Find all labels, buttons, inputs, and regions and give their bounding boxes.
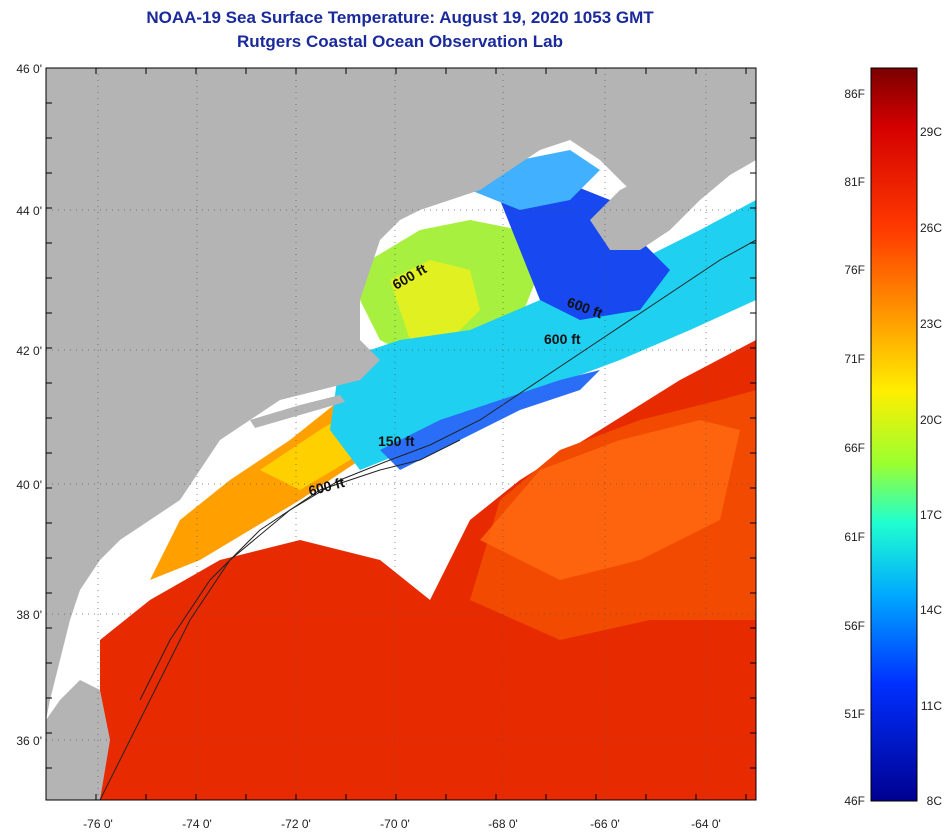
- axis-ticks: [45, 67, 756, 800]
- map-subtitle: Rutgers Coastal Ocean Observation Lab: [237, 32, 563, 51]
- colorbar-fahrenheit-labels: 86F 81F 76F 71F 66F 61F 56F 51F 46F: [844, 87, 865, 808]
- lat-label-36: 36 0': [16, 734, 42, 748]
- cb-label-29c: 29C: [920, 125, 942, 139]
- gulf-of-maine-yellow: [390, 260, 480, 340]
- lat-label-44: 44 0': [16, 204, 42, 218]
- cb-label-23c: 23C: [920, 317, 942, 331]
- latitude-labels: 46 0' 44 0' 42 0' 40 0' 38 0' 36 0': [16, 62, 42, 748]
- contour-600ft: [99, 239, 756, 800]
- cb-label-56f: 56F: [844, 619, 865, 633]
- lon-label-64: -64 0': [691, 817, 721, 831]
- cold-water-blue: [500, 180, 670, 320]
- lat-label-38: 38 0': [16, 608, 42, 622]
- cb-label-51f: 51F: [844, 707, 865, 721]
- graticule: [46, 68, 756, 800]
- cold-water-band: [380, 370, 600, 470]
- map-frame: [45, 67, 757, 801]
- lon-label-70: -70 0': [380, 817, 410, 831]
- cb-label-86f: 86F: [844, 87, 865, 101]
- cb-label-11c: 11C: [921, 699, 942, 713]
- lon-label-72: -72 0': [281, 817, 311, 831]
- cb-label-26c: 26C: [920, 221, 942, 235]
- long-island: [250, 395, 345, 428]
- contour-label-600ft-bank: 600 ft: [544, 331, 581, 347]
- cb-label-17c: 17C: [920, 508, 942, 522]
- lon-label-68: -68 0': [488, 817, 518, 831]
- contour-150ft: [139, 439, 461, 701]
- land-mass-us: [46, 68, 756, 720]
- cb-label-71f: 71F: [844, 352, 865, 366]
- lon-label-66: -66 0': [590, 817, 620, 831]
- cb-label-46f: 46F: [844, 794, 865, 808]
- gulf-stream-warm: [480, 420, 740, 580]
- land-mass-nova-scotia: [590, 140, 756, 250]
- colorbar-celsius-labels: 29C 26C 23C 20C 17C 14C 11C 8C: [920, 125, 942, 808]
- colorbar: [870, 67, 918, 802]
- contour-label-150ft: 150 ft: [378, 433, 415, 449]
- cb-label-66f: 66F: [844, 441, 865, 455]
- lon-label-74: -74 0': [182, 817, 212, 831]
- cb-label-61f: 61F: [844, 530, 865, 544]
- lat-label-42: 42 0': [16, 344, 42, 358]
- lon-label-76: -76 0': [83, 817, 113, 831]
- cb-label-8c: 8C: [927, 794, 943, 808]
- cb-label-20c: 20C: [920, 413, 942, 427]
- map-title: NOAA-19 Sea Surface Temperature: August …: [146, 8, 654, 27]
- cb-label-81f: 81F: [844, 175, 865, 189]
- cb-label-14c: 14C: [920, 603, 942, 617]
- longitude-labels: -76 0' -74 0' -72 0' -70 0' -68 0' -66 0…: [83, 817, 721, 831]
- map-content: [46, 68, 756, 800]
- cb-label-76f: 76F: [844, 263, 865, 277]
- lat-label-40: 40 0': [16, 478, 42, 492]
- lat-label-46: 46 0': [16, 62, 42, 76]
- chesapeake-coast: [46, 680, 110, 800]
